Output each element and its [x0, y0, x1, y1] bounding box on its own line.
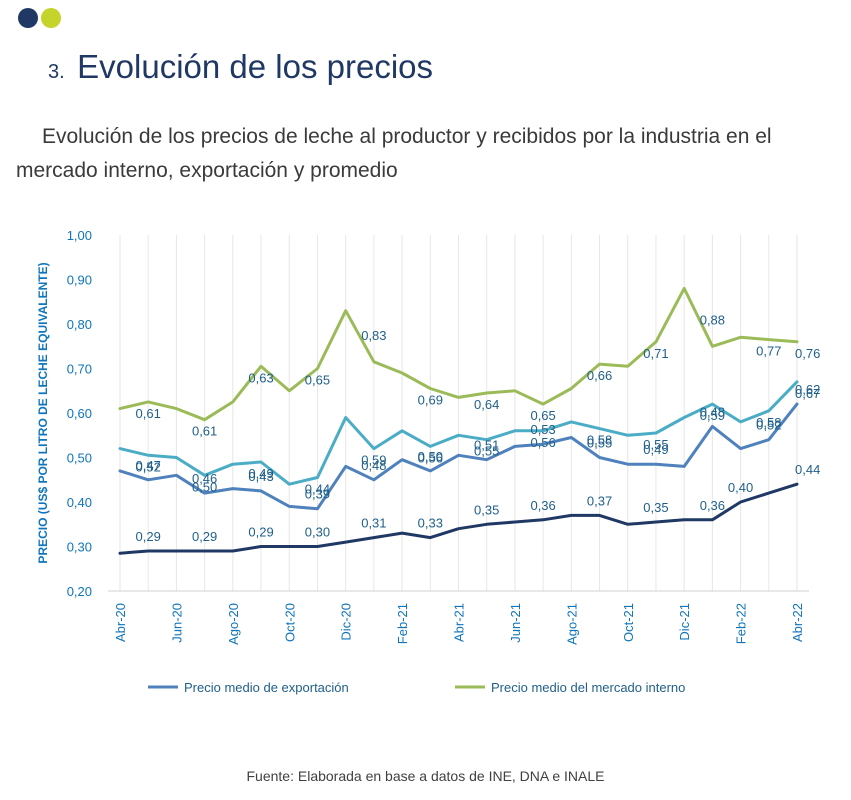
series-line-1: [118, 380, 799, 486]
x-tick-label: Dic-21: [677, 603, 692, 641]
data-label: 0,71: [643, 346, 668, 361]
x-tick-label: Oct-20: [282, 603, 297, 642]
data-label: 0,61: [192, 424, 217, 439]
data-label: 0,55: [474, 444, 499, 459]
data-label: 0,65: [305, 373, 330, 388]
data-label: 0,35: [474, 502, 499, 517]
x-tick-label: Abr-20: [113, 603, 128, 642]
data-label: 0,30: [305, 525, 330, 540]
data-label: 0,36: [530, 498, 555, 513]
y-tick-label: 0,30: [67, 540, 92, 555]
y-tick-label: 0,70: [67, 362, 92, 377]
data-label: 0,64: [474, 397, 499, 412]
legend-label-0: Precio medio de exportación: [184, 680, 349, 695]
x-tick-label: Ago-20: [226, 603, 241, 645]
y-tick-label: 0,60: [67, 406, 92, 421]
x-tick-label: Jun-21: [508, 603, 523, 643]
data-label: 0,36: [700, 498, 725, 513]
data-label: 0,44: [795, 462, 820, 477]
data-label: 0,83: [361, 328, 386, 343]
y-axis-title: PRECIO (US$ POR LITRO DE LECHE EQUIVALEN…: [36, 262, 50, 563]
source-note: Fuente: Elaborada en base a datos de INE…: [246, 768, 605, 784]
y-tick-label: 0,50: [67, 451, 92, 466]
data-label: 0,31: [361, 516, 386, 531]
data-label: 0,37: [587, 493, 612, 508]
x-tick-label: Abr-22: [790, 603, 805, 642]
data-label: 0,58: [587, 433, 612, 448]
data-label: 0,33: [418, 516, 443, 531]
data-label: 0,65: [530, 408, 555, 423]
navy-dot-icon: [18, 8, 38, 28]
data-label: 0,39: [305, 487, 330, 502]
data-label: 0,76: [795, 346, 820, 361]
x-tick-label: Oct-21: [621, 603, 636, 642]
data-label: 0,40: [728, 480, 753, 495]
x-tick-label: Feb-22: [734, 603, 749, 644]
data-label: 0,62: [795, 382, 820, 397]
data-label: 0,88: [700, 312, 725, 327]
data-label: 0,63: [248, 370, 273, 385]
data-label: 0,50: [418, 449, 443, 464]
data-label: 0,46: [192, 471, 217, 486]
data-label: 0,56: [418, 450, 443, 465]
x-tick-label: Feb-21: [395, 603, 410, 644]
data-label: 0,51: [474, 438, 499, 453]
x-tick-label: Dic-20: [339, 603, 354, 641]
series-line-2: [118, 402, 799, 511]
data-label: 0,59: [700, 408, 725, 423]
data-label: 0,48: [361, 458, 386, 473]
data-label: 0,50: [192, 479, 217, 494]
data-label: 0,48: [700, 404, 725, 419]
data-label: 0,59: [361, 453, 386, 468]
data-label: 0,35: [643, 500, 668, 515]
data-label: 0,29: [248, 525, 273, 540]
section-number: 3.: [48, 61, 65, 83]
data-label: 0,43: [248, 469, 273, 484]
x-tick-label: Jun-20: [169, 603, 184, 643]
x-tick-label: Ago-21: [564, 603, 579, 645]
data-label: 0,29: [192, 529, 217, 544]
data-label: 0,49: [643, 442, 668, 457]
data-label: 0,52: [136, 459, 161, 474]
legend-label-1: Precio medio del mercado interno: [491, 680, 685, 695]
y-tick-label: 0,80: [67, 317, 92, 332]
y-tick-label: 0,20: [67, 584, 92, 599]
series-line-3: [118, 482, 799, 555]
price-line-chart: 0,20 0,30 0,40 0,50 0,60 0,70 0,80 0,90 1,00 PREC…: [36, 228, 820, 695]
data-label: 0,55: [643, 437, 668, 452]
series-line-0: [118, 286, 799, 422]
data-label: 0,56: [530, 435, 555, 450]
section-heading: 3. Evolución de los precios: [48, 48, 433, 86]
decorative-dots: [18, 8, 61, 28]
data-label: 0,47: [136, 458, 161, 473]
data-label: 0,58: [756, 415, 781, 430]
y-tick-label: 0,40: [67, 495, 92, 510]
data-label: 0,61: [136, 406, 161, 421]
data-label: 0,53: [530, 422, 555, 437]
data-label: 0,66: [587, 368, 612, 383]
data-label: 0,44: [305, 482, 330, 497]
chart-subtitle: Evolución de los precios de leche al pro…: [16, 125, 772, 182]
data-label: 0,77: [756, 344, 781, 359]
y-tick-label: 1,00: [67, 228, 92, 243]
y-tick-label: 0,90: [67, 273, 92, 288]
section-title: Evolución de los precios: [77, 48, 434, 85]
data-label: 0,55: [587, 436, 612, 451]
data-label: 0,69: [418, 393, 443, 408]
lime-dot-icon: [41, 8, 61, 28]
data-label: 0,67: [795, 386, 820, 401]
data-label: 0,29: [136, 529, 161, 544]
data-label: 0,49: [248, 466, 273, 481]
data-label: 0,52: [756, 418, 781, 433]
x-tick-label: Abr-21: [452, 603, 467, 642]
